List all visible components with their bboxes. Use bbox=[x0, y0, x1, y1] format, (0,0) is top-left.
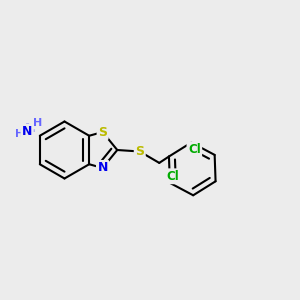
Text: Cl: Cl bbox=[188, 142, 201, 156]
Text: N: N bbox=[98, 161, 108, 175]
Text: H: H bbox=[15, 129, 24, 139]
Text: Cl: Cl bbox=[167, 170, 179, 183]
Text: S: S bbox=[98, 125, 107, 139]
Text: H: H bbox=[33, 118, 42, 128]
Text: H: H bbox=[19, 128, 28, 138]
Text: N: N bbox=[22, 125, 32, 138]
Text: N: N bbox=[25, 122, 35, 135]
Text: S: S bbox=[135, 145, 144, 158]
